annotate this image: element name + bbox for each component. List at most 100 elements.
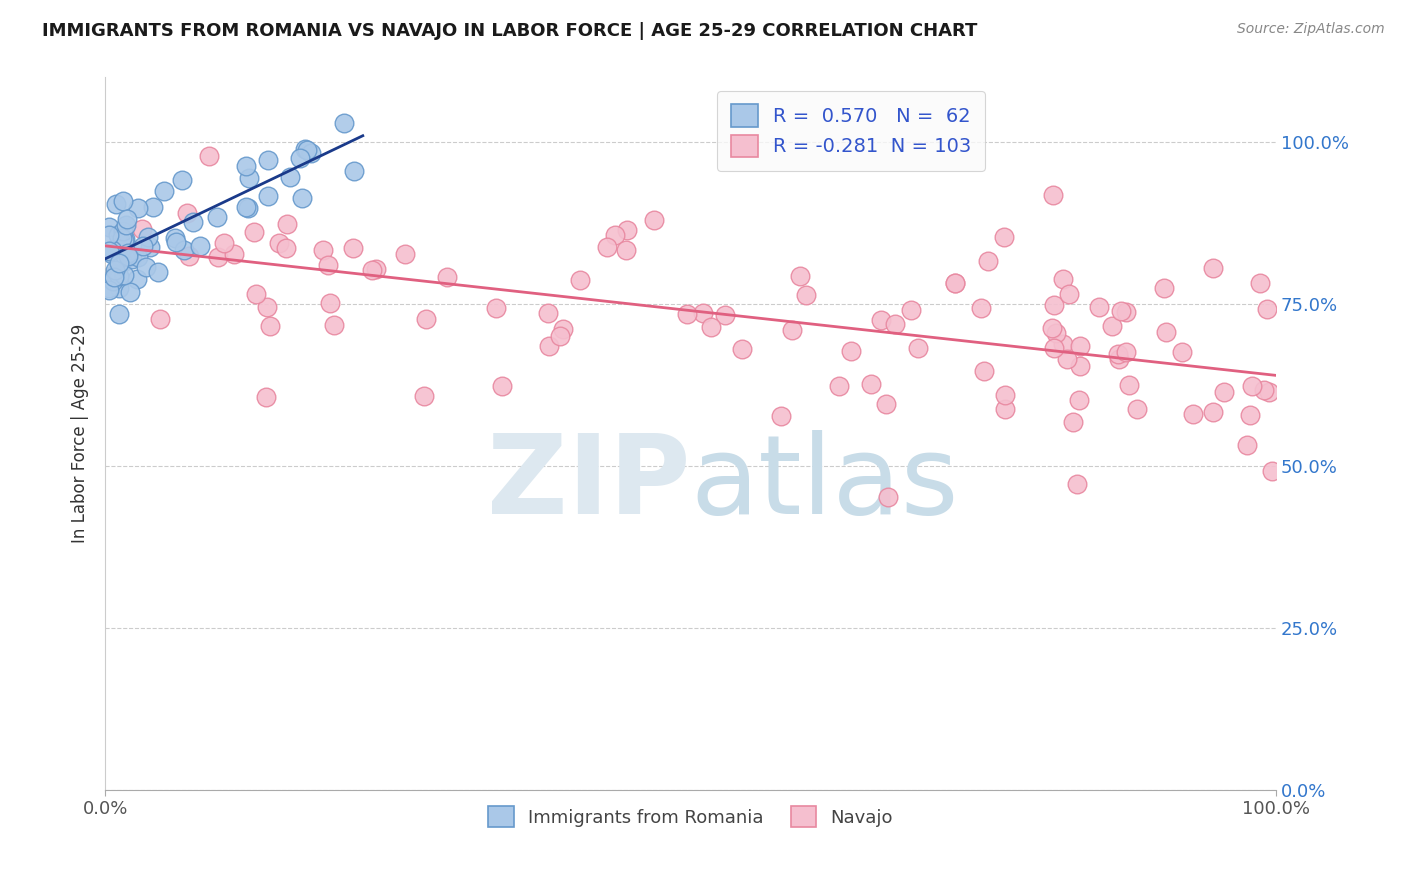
Point	[112, 233, 135, 247]
Text: ZIP: ZIP	[488, 430, 690, 537]
Point	[770, 409, 793, 424]
Point	[127, 201, 149, 215]
Text: Source: ZipAtlas.com: Source: ZipAtlas.com	[1237, 22, 1385, 37]
Point	[970, 301, 993, 316]
Point	[1069, 339, 1091, 353]
Point	[1101, 318, 1123, 333]
Point	[207, 250, 229, 264]
Point	[1043, 298, 1066, 312]
Point	[125, 272, 148, 286]
Point	[1261, 464, 1284, 478]
Point	[1257, 385, 1279, 400]
Point	[413, 389, 436, 403]
Point	[875, 397, 897, 411]
Point	[794, 288, 817, 302]
Point	[1045, 326, 1067, 340]
Point	[839, 343, 862, 358]
Point	[117, 249, 139, 263]
Point	[132, 239, 155, 253]
Point	[97, 283, 120, 297]
Point	[1241, 379, 1264, 393]
Point	[1154, 325, 1177, 339]
Point	[165, 231, 187, 245]
Point	[1202, 405, 1225, 419]
Point	[256, 188, 278, 202]
Point	[138, 240, 160, 254]
Point	[605, 228, 627, 243]
Point	[101, 243, 124, 257]
Point	[235, 159, 257, 173]
Point	[153, 184, 176, 198]
Point	[1213, 385, 1236, 400]
Point	[1069, 359, 1091, 373]
Point	[165, 235, 187, 249]
Point	[107, 227, 129, 242]
Point	[274, 241, 297, 255]
Point	[550, 329, 572, 343]
Point	[360, 262, 382, 277]
Point	[1181, 407, 1204, 421]
Point	[111, 224, 134, 238]
Point	[107, 308, 129, 322]
Point	[643, 212, 665, 227]
Point	[205, 210, 228, 224]
Point	[256, 300, 278, 314]
Point	[1153, 281, 1175, 295]
Point	[173, 243, 195, 257]
Point	[343, 164, 366, 178]
Point	[238, 170, 260, 185]
Point	[537, 339, 560, 353]
Point	[224, 247, 246, 261]
Point	[278, 169, 301, 184]
Point	[973, 363, 995, 377]
Point	[294, 142, 316, 156]
Point	[97, 244, 120, 258]
Text: atlas: atlas	[690, 430, 959, 537]
Point	[120, 285, 142, 299]
Point	[1125, 401, 1147, 416]
Point	[714, 308, 737, 322]
Point	[245, 287, 267, 301]
Point	[259, 318, 281, 333]
Point	[1107, 347, 1129, 361]
Point	[994, 401, 1017, 416]
Point	[870, 312, 893, 326]
Point	[236, 201, 259, 215]
Point	[614, 243, 637, 257]
Point	[104, 267, 127, 281]
Point	[780, 323, 803, 337]
Point	[112, 268, 135, 282]
Point	[181, 215, 204, 229]
Point	[148, 265, 170, 279]
Point	[945, 276, 967, 290]
Point	[142, 200, 165, 214]
Point	[312, 243, 335, 257]
Point	[98, 219, 121, 234]
Point	[267, 235, 290, 250]
Point	[789, 269, 811, 284]
Point	[243, 225, 266, 239]
Point	[111, 194, 134, 208]
Point	[114, 232, 136, 246]
Y-axis label: In Labor Force | Age 25-29: In Labor Force | Age 25-29	[72, 324, 89, 543]
Point	[1253, 383, 1275, 397]
Point	[128, 250, 150, 264]
Point	[111, 231, 134, 245]
Point	[977, 253, 1000, 268]
Point	[108, 281, 131, 295]
Text: IMMIGRANTS FROM ROMANIA VS NAVAJO IN LABOR FORCE | AGE 25-29 CORRELATION CHART: IMMIGRANTS FROM ROMANIA VS NAVAJO IN LAB…	[42, 22, 977, 40]
Point	[235, 200, 257, 214]
Point	[993, 230, 1015, 244]
Legend: Immigrants from Romania, Navajo: Immigrants from Romania, Navajo	[481, 799, 900, 834]
Point	[366, 262, 388, 277]
Point	[692, 306, 714, 320]
Point	[97, 280, 120, 294]
Point	[136, 230, 159, 244]
Point	[1236, 438, 1258, 452]
Point	[1256, 302, 1278, 317]
Point	[1052, 272, 1074, 286]
Point	[1043, 341, 1066, 355]
Point	[731, 342, 754, 356]
Point	[342, 241, 364, 255]
Point	[1042, 188, 1064, 202]
